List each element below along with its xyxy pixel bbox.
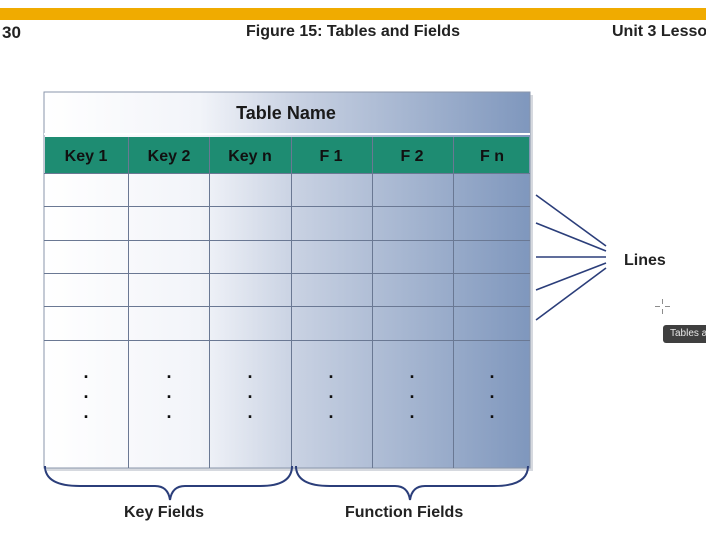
- tooltip: Tables an: [663, 325, 706, 343]
- row-lines: [44, 173, 530, 341]
- ellipsis-dot: .: [166, 362, 171, 382]
- key-fields-brace: [44, 465, 293, 501]
- ellipsis-dot: .: [328, 362, 333, 382]
- table-name: Table Name: [236, 103, 336, 123]
- lines-connectors: [535, 194, 607, 321]
- ellipsis-dot: .: [166, 382, 171, 402]
- function-fields-label: Function Fields: [345, 504, 464, 521]
- column-header-f-n: F n: [480, 148, 504, 165]
- ellipsis-dot: .: [328, 402, 333, 422]
- ellipsis-dot: .: [247, 362, 252, 382]
- ellipsis-dot: .: [409, 362, 414, 382]
- column-header-f-1: F 1: [319, 148, 342, 165]
- ellipsis-dot: .: [166, 402, 171, 422]
- ellipsis-dot: .: [247, 382, 252, 402]
- ellipsis-dot: .: [409, 382, 414, 402]
- ellipsis-dot: .: [247, 402, 252, 422]
- column-header-key-n: Key n: [228, 148, 272, 165]
- column-header-key-2: Key 2: [148, 148, 191, 165]
- lines-label: Lines: [624, 252, 666, 269]
- unit-label: Unit 3 Lesso: [612, 23, 706, 40]
- ellipsis-dot: .: [489, 402, 494, 422]
- function-fields-brace: [295, 465, 529, 501]
- ellipsis-dot: .: [489, 362, 494, 382]
- ellipsis-dot: .: [83, 402, 88, 422]
- header-row: [45, 137, 529, 173]
- ellipsis-dot: .: [489, 382, 494, 402]
- column-lines: [128, 137, 454, 468]
- page-number: 30: [2, 23, 21, 42]
- crosshair-cursor-icon: [655, 299, 670, 314]
- column-header-f-2: F 2: [400, 148, 423, 165]
- ellipsis-dot: .: [83, 362, 88, 382]
- accent-bar: [0, 8, 706, 20]
- ellipsis-dot: .: [328, 382, 333, 402]
- ellipsis-dot: .: [409, 402, 414, 422]
- column-header-key-1: Key 1: [65, 148, 108, 165]
- ellipsis-dot: .: [83, 382, 88, 402]
- key-fields-label: Key Fields: [124, 504, 205, 521]
- figure-title: Figure 15: Tables and Fields: [246, 23, 460, 40]
